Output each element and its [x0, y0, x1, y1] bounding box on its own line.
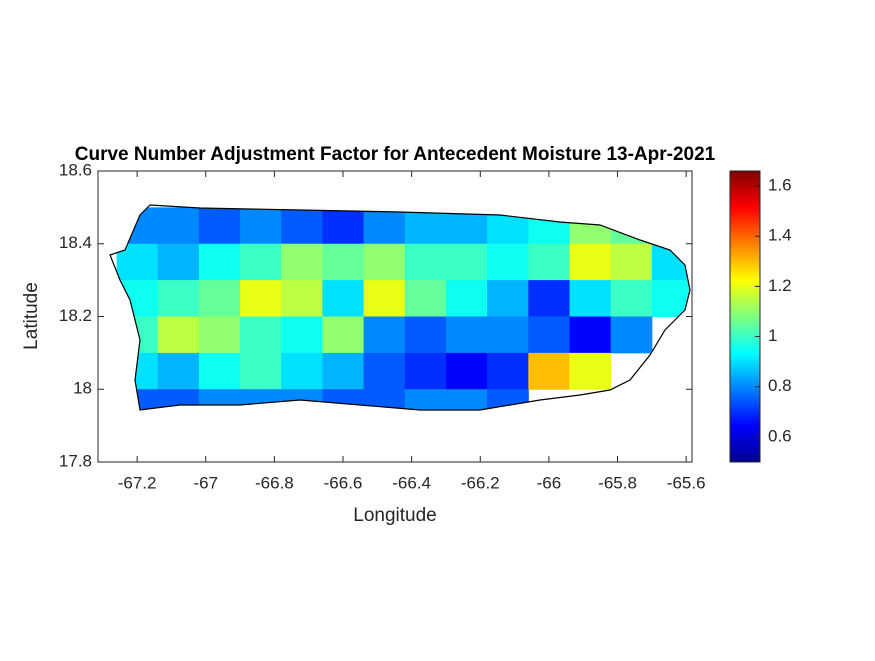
y-tick-label: 17.8: [59, 451, 92, 470]
cell: [445, 352, 488, 390]
cell: [363, 389, 406, 410]
cell: [445, 389, 488, 410]
x-tick-label: -67.2: [118, 473, 157, 492]
cell: [404, 316, 447, 354]
x-tick-label: -66.4: [392, 473, 431, 492]
cell: [528, 280, 570, 317]
cell: [322, 280, 365, 317]
cell: [198, 352, 241, 390]
cell: [610, 280, 653, 317]
cell: [610, 316, 653, 354]
cell: [528, 316, 570, 354]
heatmap: [116, 207, 690, 410]
cell: [240, 243, 282, 281]
cell: [281, 207, 323, 245]
cell: [157, 243, 200, 281]
cell: [445, 316, 488, 354]
cell: [487, 316, 529, 354]
cell: [281, 280, 323, 317]
cell: [487, 243, 529, 281]
cell: [322, 243, 365, 281]
cell: [445, 280, 488, 317]
x-tick-label: -66.8: [255, 473, 294, 492]
cell: [363, 352, 406, 390]
cell: [322, 352, 365, 390]
cell: [281, 316, 323, 354]
cell: [281, 243, 323, 281]
x-tick-label: -66.6: [324, 473, 363, 492]
cell: [363, 243, 406, 281]
x-tick-label: -65.6: [667, 473, 706, 492]
cell: [198, 243, 241, 281]
cell: [240, 207, 282, 245]
x-tick-label: -66: [537, 473, 562, 492]
x-tick-label: -66.2: [461, 473, 500, 492]
chart-title: Curve Number Adjustment Factor for Antec…: [75, 144, 716, 165]
colorbar-tick-label: 0.8: [768, 376, 792, 395]
cell: [198, 280, 241, 317]
cell: [157, 352, 200, 390]
cell: [528, 352, 570, 390]
cell: [198, 207, 241, 245]
cell: [404, 243, 447, 281]
cell: [240, 280, 282, 317]
cell: [157, 280, 200, 317]
cell: [157, 207, 200, 245]
cell: [322, 316, 365, 354]
colorbar-tick-label: 1.4: [768, 226, 792, 245]
cell: [363, 316, 406, 354]
cell: [569, 243, 612, 281]
cell: [157, 316, 200, 354]
cell: [569, 316, 612, 354]
cell: [569, 280, 612, 317]
colorbar-tick-label: 1: [768, 326, 777, 345]
colorbar-tick-label: 1.2: [768, 276, 792, 295]
cell: [404, 280, 447, 317]
colorbar: [729, 170, 761, 463]
colorbar-tick-label: 1.6: [768, 176, 792, 195]
y-axis-label: Latitude: [21, 282, 42, 350]
cell: [404, 389, 447, 410]
cell: [240, 352, 282, 390]
cell: [445, 243, 488, 281]
cell: [528, 243, 570, 281]
x-axis-label: Longitude: [353, 505, 436, 526]
cell: [569, 352, 612, 390]
y-tick-label: 18.2: [59, 306, 92, 325]
cell: [322, 207, 365, 245]
colorbar-tick-label: 0.6: [768, 426, 792, 445]
cell: [404, 352, 447, 390]
x-tick-label: -67: [193, 473, 218, 492]
cell: [487, 280, 529, 317]
cell: [198, 316, 241, 354]
cell: [281, 352, 323, 390]
cell: [363, 280, 406, 317]
y-tick-label: 18.6: [59, 160, 92, 179]
cell: [610, 243, 653, 281]
cell: [240, 316, 282, 354]
y-tick-label: 18: [73, 379, 92, 398]
x-tick-label: -65.8: [598, 473, 637, 492]
y-tick-label: 18.4: [59, 233, 92, 252]
island-outline: [109, 204, 691, 411]
cell: [487, 352, 529, 390]
cell: [363, 207, 406, 245]
